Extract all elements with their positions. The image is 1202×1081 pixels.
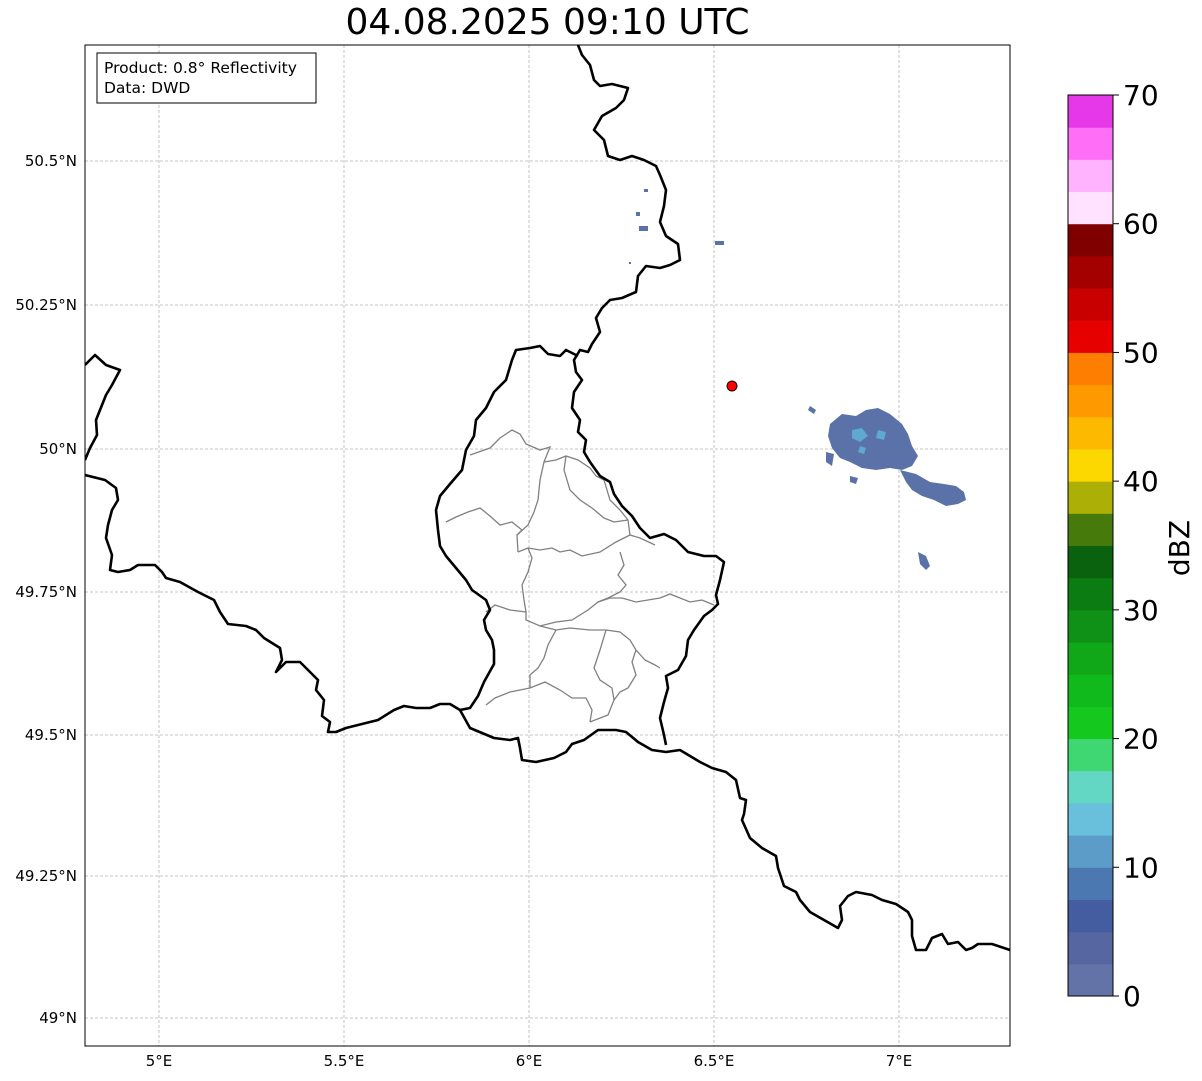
colorbar-swatch: [1068, 770, 1113, 804]
colorbar-tick-label: 20: [1123, 723, 1159, 756]
colorbar-swatch: [1068, 513, 1113, 546]
lon-tick-label: 6.5°E: [694, 1052, 735, 1070]
colorbar-swatch: [1068, 642, 1113, 675]
colorbar-tick-label: 10: [1123, 851, 1159, 884]
colorbar-swatch: [1068, 352, 1113, 386]
lat-tick-label: 50.25°N: [15, 296, 77, 314]
lat-tick-label: 49.25°N: [15, 867, 77, 885]
colorbar-ticks: 0 10 20 30 40 50 60 70: [1113, 79, 1159, 1013]
lat-tick-label: 50°N: [39, 440, 77, 458]
lon-tick-label: 6°E: [516, 1052, 543, 1070]
echo-cluster-north: [629, 189, 724, 264]
info-data-source: Data: DWD: [104, 79, 190, 97]
colorbar-swatch: [1068, 191, 1113, 225]
colorbar-swatch: [1068, 738, 1113, 772]
info-box: Product: 0.8° Reflectivity Data: DWD: [96, 52, 317, 104]
colorbar-swatch: [1068, 481, 1113, 514]
colorbar-frame: [1067, 94, 1114, 997]
colorbar-swatch: [1068, 127, 1113, 160]
radar-echoes: [629, 189, 966, 570]
map-frame: [84, 44, 1011, 1047]
lon-tick-label: 7°E: [886, 1052, 913, 1070]
colorbar-swatch: [1068, 320, 1113, 353]
colorbar-swatch: [1068, 609, 1113, 643]
country-borders: [85, 45, 1010, 952]
colorbar-tick-label: 40: [1123, 465, 1159, 498]
colorbar-swatch: [1068, 416, 1113, 450]
colorbar-swatch: [1068, 899, 1113, 933]
colorbar-tick-label: 50: [1123, 336, 1159, 369]
colorbar: [1068, 95, 1113, 997]
colorbar-tick-label: 70: [1123, 79, 1159, 112]
lat-axis: 50.5°N 50.25°N 50°N 49.75°N 49.5°N 49.25…: [15, 152, 77, 1027]
colorbar-swatch: [1068, 577, 1113, 611]
colorbar-swatch: [1068, 802, 1113, 836]
lat-tick-label: 49°N: [39, 1009, 77, 1027]
colorbar-swatch: [1068, 674, 1113, 707]
colorbar-swatch: [1068, 963, 1113, 997]
colorbar-swatch: [1068, 706, 1113, 740]
colorbar-swatch: [1068, 835, 1113, 868]
canton-boundaries: [445, 429, 715, 723]
colorbar-tick-label: 0: [1123, 980, 1141, 1013]
lat-tick-label: 50.5°N: [25, 152, 77, 170]
colorbar-swatch: [1068, 931, 1113, 965]
colorbar-tick-label: 60: [1123, 208, 1159, 241]
colorbar-swatch: [1068, 159, 1113, 193]
colorbar-swatch: [1068, 288, 1113, 321]
colorbar-swatch: [1068, 95, 1113, 128]
info-product: Product: 0.8° Reflectivity: [104, 59, 297, 77]
lon-axis: 5°E 5.5°E 6°E 6.5°E 7°E: [146, 1052, 913, 1070]
colorbar-label: dBZ: [1163, 520, 1196, 576]
colorbar-tick-label: 30: [1123, 594, 1159, 627]
lon-tick-label: 5°E: [146, 1052, 173, 1070]
lon-tick-label: 5.5°E: [324, 1052, 365, 1070]
lat-tick-label: 49.75°N: [15, 583, 77, 601]
colorbar-swatch: [1068, 448, 1113, 482]
colorbar-swatch: [1068, 223, 1113, 257]
colorbar-swatch: [1068, 384, 1113, 418]
map-background: [85, 45, 1010, 1046]
echo-cluster-main: [808, 406, 966, 570]
lat-tick-label: 49.5°N: [25, 726, 77, 744]
colorbar-swatch: [1068, 867, 1113, 900]
colorbar-swatch: [1068, 545, 1113, 579]
radar-site-marker: [726, 380, 738, 392]
colorbar-swatch: [1068, 255, 1113, 289]
map-title: 04.08.2025 09:10 UTC: [345, 2, 750, 43]
echo-cluster-highlight: [852, 428, 886, 454]
